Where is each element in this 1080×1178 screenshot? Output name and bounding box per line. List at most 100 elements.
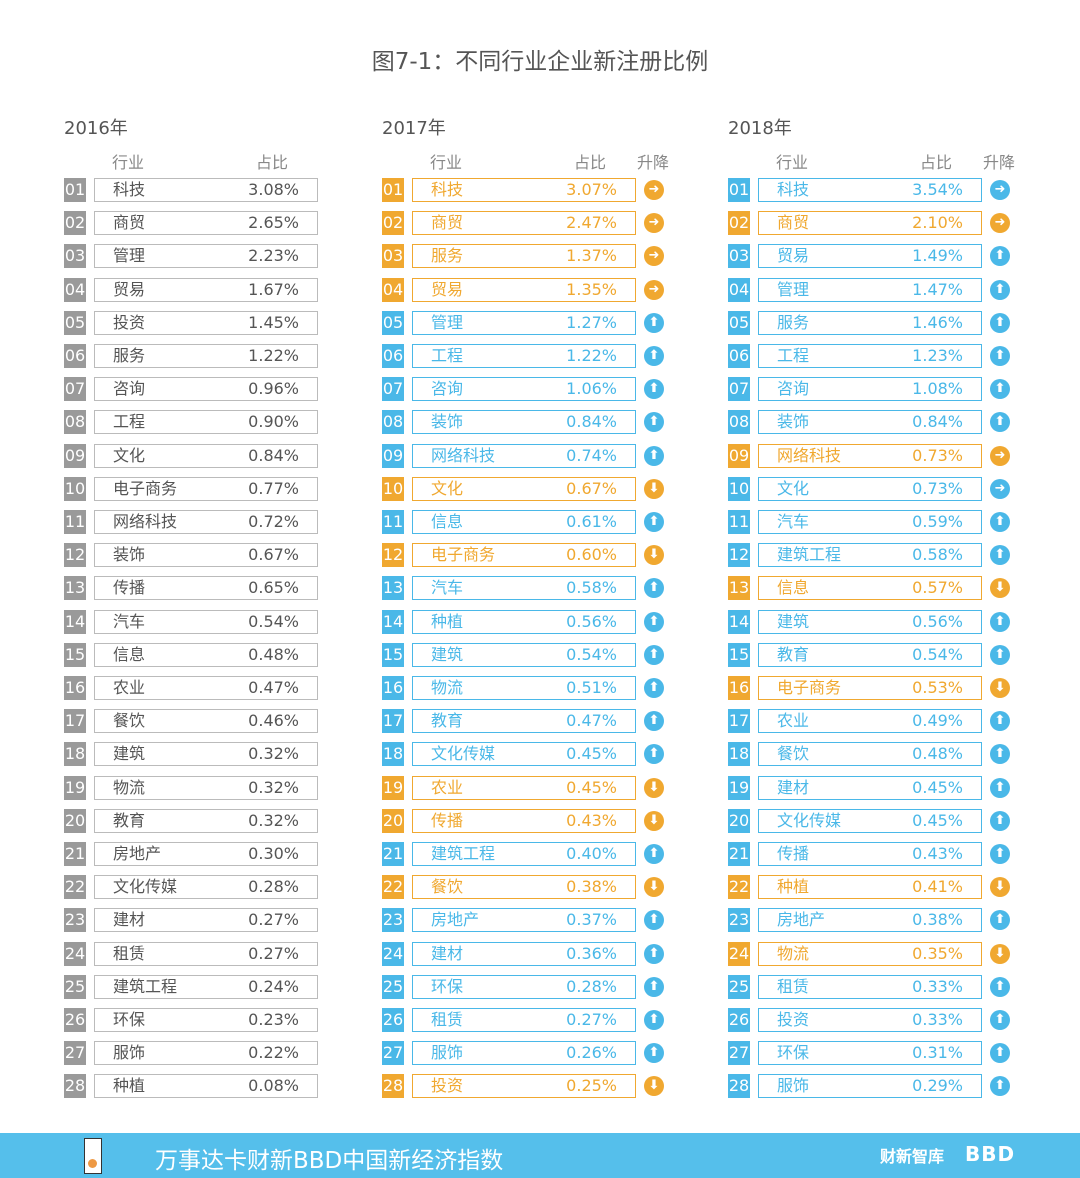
- row-box: 科技 3.07%: [412, 178, 636, 202]
- trend-up-icon: ⬆: [990, 711, 1010, 732]
- trend-up-icon: ⬆: [644, 744, 664, 765]
- industry-name: 网络科技: [113, 512, 178, 531]
- share-value: 0.43%: [566, 810, 617, 830]
- industry-name: 建筑工程: [431, 844, 496, 863]
- industry-name: 房地产: [777, 910, 826, 930]
- rank-number: 22: [64, 875, 86, 900]
- row-box: 服务 1.37%: [412, 244, 636, 269]
- share-value: 0.51%: [566, 678, 617, 697]
- share-value: 1.46%: [912, 312, 963, 332]
- row-box: 商贸 2.10%: [758, 211, 982, 236]
- share-value: 0.48%: [248, 644, 299, 664]
- trend-down-icon: ⬇: [990, 877, 1010, 898]
- footer-text: 万事达卡财新BBD中国新经济指数: [155, 1148, 504, 1174]
- rank-number: 11: [728, 510, 750, 534]
- row-box: 投资 0.33%: [758, 1008, 982, 1032]
- trend-up-icon: ⬆: [990, 512, 1010, 532]
- row-box: 服饰 0.26%: [412, 1041, 636, 1066]
- rank-number: 02: [382, 211, 404, 236]
- rank-number: 03: [382, 244, 404, 269]
- industry-name: 物流: [113, 777, 146, 797]
- rank-number: 05: [382, 310, 404, 335]
- trend-up-icon: ⬆: [644, 678, 664, 698]
- header-share: 占比: [574, 153, 607, 172]
- row-box: 建材 0.27%: [94, 908, 318, 933]
- row-box: 汽车 0.54%: [94, 609, 318, 634]
- trend-up-icon: ⬆: [644, 976, 664, 997]
- rank-number: 07: [728, 377, 750, 402]
- row-box: 种植 0.56%: [412, 609, 636, 634]
- row-box: 建筑工程 0.40%: [412, 842, 636, 866]
- rank-number: 16: [728, 676, 750, 700]
- chart-title: 图7-1：不同行业企业新注册比例: [371, 49, 709, 75]
- trend-same-icon: ➜: [990, 478, 1010, 499]
- industry-name: 装饰: [431, 412, 464, 432]
- row-box: 管理 1.47%: [758, 277, 982, 302]
- row-box: 信息 0.61%: [412, 510, 636, 534]
- rank-number: 25: [382, 974, 404, 999]
- row-box: 教育 0.47%: [412, 709, 636, 734]
- trend-up-icon: ⬆: [644, 943, 664, 964]
- industry-name: 种植: [113, 1076, 146, 1096]
- industry-name: 餐饮: [113, 711, 146, 731]
- share-value: 0.54%: [912, 644, 963, 664]
- rank-number: 15: [728, 642, 750, 667]
- industry-name: 建材: [431, 943, 464, 963]
- rank-number: 28: [382, 1074, 404, 1099]
- rank-number: 01: [382, 178, 404, 202]
- row-box: 咨询 1.06%: [412, 377, 636, 402]
- trend-up-icon: ⬆: [990, 1043, 1010, 1064]
- rank-number: 19: [64, 775, 86, 800]
- trend-up-icon: ⬆: [990, 844, 1010, 864]
- rank-number: 10: [728, 476, 750, 501]
- industry-name: 传播: [113, 578, 146, 598]
- share-value: 0.72%: [248, 512, 299, 531]
- rank-number: 24: [382, 941, 404, 966]
- share-value: 0.74%: [566, 445, 617, 465]
- industry-name: 建筑: [431, 644, 464, 664]
- share-value: 0.27%: [566, 1010, 617, 1029]
- trend-up-icon: ⬆: [990, 810, 1010, 831]
- header-change: 升降: [637, 153, 670, 172]
- row-box: 服务 1.22%: [94, 344, 318, 368]
- row-box: 咨询 1.08%: [758, 377, 982, 402]
- row-box: 信息 0.48%: [94, 642, 318, 667]
- rank-number: 23: [728, 908, 750, 933]
- share-value: 0.77%: [248, 478, 299, 498]
- trend-up-icon: ⬆: [644, 844, 664, 864]
- trend-up-icon: ⬆: [990, 379, 1010, 400]
- trend-up-icon: ⬆: [644, 512, 664, 532]
- industry-name: 租赁: [431, 1010, 464, 1029]
- share-value: 1.06%: [566, 379, 617, 399]
- industry-name: 建材: [113, 910, 146, 930]
- row-box: 农业 0.49%: [758, 709, 982, 734]
- industry-name: 电子商务: [431, 545, 496, 565]
- rank-number: 01: [64, 178, 86, 202]
- rank-number: 28: [64, 1074, 86, 1099]
- rank-number: 22: [728, 875, 750, 900]
- industry-name: 电子商务: [777, 678, 842, 697]
- industry-name: 咨询: [431, 379, 464, 399]
- industry-name: 商贸: [113, 213, 146, 233]
- header-industry: 行业: [776, 153, 809, 172]
- row-box: 建筑 0.32%: [94, 742, 318, 767]
- industry-name: 贸易: [113, 279, 146, 299]
- nei-logo-icon: [84, 1138, 102, 1174]
- trend-up-icon: ⬆: [990, 279, 1010, 300]
- trend-same-icon: ➜: [990, 213, 1010, 234]
- rank-number: 03: [728, 244, 750, 269]
- industry-name: 网络科技: [431, 445, 496, 465]
- rank-number: 17: [64, 709, 86, 734]
- trend-up-icon: ⬆: [644, 346, 664, 366]
- row-box: 装饰 0.84%: [758, 410, 982, 435]
- rank-number: 11: [382, 510, 404, 534]
- row-box: 服务 1.46%: [758, 310, 982, 335]
- row-box: 文化 0.84%: [94, 443, 318, 468]
- share-value: 0.73%: [912, 478, 963, 498]
- row-box: 物流 0.51%: [412, 676, 636, 700]
- share-value: 3.07%: [566, 180, 617, 199]
- rank-number: 07: [382, 377, 404, 402]
- industry-name: 服务: [431, 246, 464, 266]
- header-industry: 行业: [430, 153, 463, 172]
- rank-number: 14: [64, 609, 86, 634]
